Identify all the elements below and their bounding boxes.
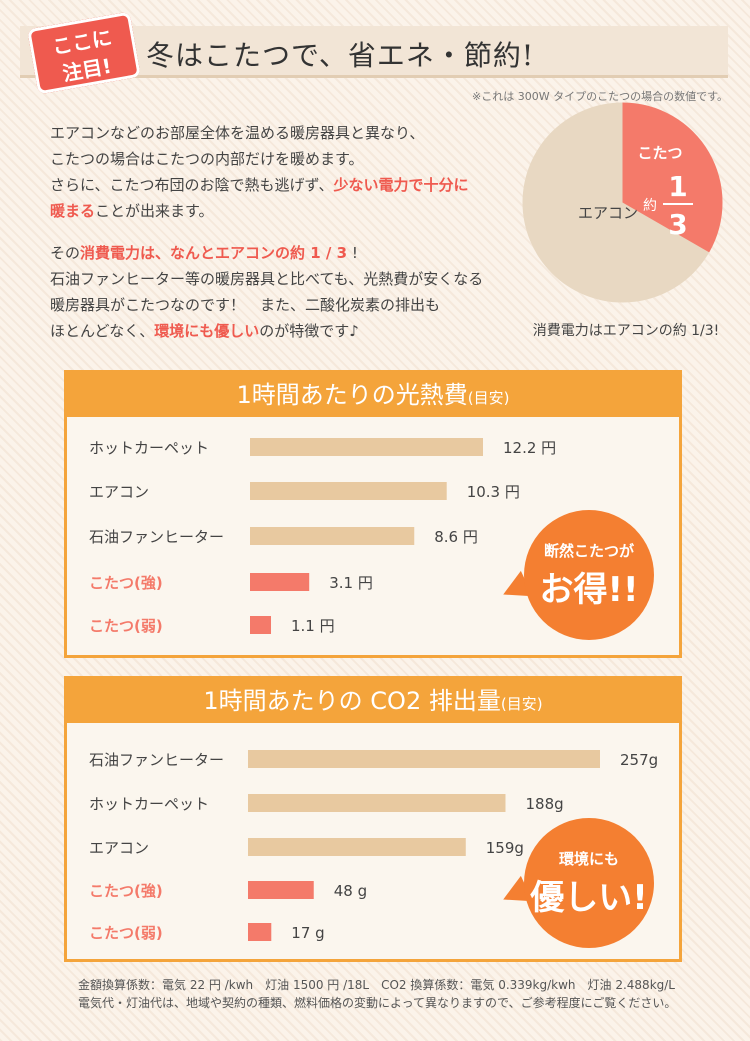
bar-value-label: 159g [486,839,524,857]
bar-category-label: こたつ(弱) [89,617,163,635]
pie-base-label: エアコン [578,204,638,222]
bar-value-label: 17 g [291,924,324,942]
bar-value-label: 1.1 円 [291,617,335,635]
intro-line: 暖まることが出来ます。 [50,198,469,224]
bar-value-label: 3.1 円 [329,574,373,592]
bar [248,881,314,899]
co2-bar-chart: 石油ファンヒーター 257g ホットカーペット 188g エアコン 159g こたつ(強) 4… [89,750,658,942]
bar-category-label: 石油ファンヒーター [89,528,224,546]
bar-category-label: エアコン [89,839,149,857]
bar-category-label: エアコン [89,483,149,501]
footer-line1: 金額換算係数：電気 22 円 /kwh 灯油 1500 円 /18L CO2 換… [78,978,675,992]
intro-paragraph-2: その消費電力は、なんとエアコンの約 1 / 3 ! 石油ファンヒーター等の暖房器… [50,240,483,344]
bar [250,438,483,456]
bar-category-label: 石油ファンヒーター [89,751,224,769]
co2-chart-subtitle: (目安) [500,695,543,713]
bar-value-label: 257g [620,751,658,769]
intro-line: さらに、こたつ布団のお陰で熱も逃げず、少ない電力で十分に [50,172,469,198]
intro-line: 暖房器具がこたつなのです！ また、二酸化炭素の排出も [50,296,441,314]
intro-paragraph-1: エアコンなどのお部屋全体を温める暖房器具と異なり、 こたつの場合はこたつの内部だ… [50,120,469,224]
intro-text: ことが出来ます。 [95,202,214,220]
bar-category-label: こたつ(強) [89,574,163,592]
bar-value-label: 48 g [334,882,367,900]
bar [250,482,447,500]
highlight-text: 消費電力は、なんとエアコンの約 1 / 3 [80,244,348,262]
pie-numerator: 1 [668,170,687,203]
bar-value-label: 188g [525,795,563,813]
footer-line2: 電気代・灯油代は、地域や契約の種類、燃料価格の変動によって異なりますので、ご参考… [78,996,677,1010]
deal-callout-line1: 断然こたつが [543,542,634,560]
cost-chart-header: 1時間あたりの光熱費(目安) [67,373,679,417]
intro-line: その消費電力は、なんとエアコンの約 1 / 3 ! [50,240,483,266]
eco-callout: 環境にも 優しい! [524,818,654,948]
pie-slice-kotatsu [622,102,723,253]
bar [248,923,272,941]
bar [248,750,600,768]
highlight-text: 暖まる [50,202,96,220]
footer-notes: 金額換算係数：電気 22 円 /kwh 灯油 1500 円 /18L CO2 換… [78,976,676,1012]
cost-chart-subtitle: (目安) [467,389,510,407]
eco-callout-line1: 環境にも [558,850,619,868]
pie-svg: エアコン こたつ 約 1 3 [522,102,723,303]
intro-text: さらに、こたつ布団のお陰で熱も逃げず、 [50,176,334,194]
pie-caption: 消費電力はエアコンの約 1/3! [532,323,720,339]
intro-text: のが特徴です♪ [259,322,359,340]
bar [248,794,506,812]
attention-badge: ここに 注目! [27,11,141,95]
cost-chart-title: 1時間あたりの光熱費 [236,381,468,409]
power-pie-chart: エアコン こたつ 約 1 3 [520,100,725,305]
bar-value-label: 10.3 円 [467,483,520,501]
bar [250,573,310,591]
co2-chart-header: 1時間あたりの CO2 排出量(目安) [67,679,679,723]
intro-line: ほとんどなく、環境にも優しいのが特徴です♪ [50,318,483,344]
intro-line: こたつの場合はこたつの内部だけを暖めます。 [50,150,364,168]
bar-category-label: こたつ(強) [89,882,163,900]
bar-category-label: ホットカーペット [89,795,209,813]
pie-denominator: 3 [668,208,687,241]
intro-text: その [50,244,81,262]
bar-value-label: 8.6 円 [434,528,478,546]
page-title: 冬はこたつで、省エネ・節約! [146,39,535,72]
highlight-text: 少ない電力で十分に [333,176,469,194]
bar-category-label: こたつ(弱) [89,924,163,942]
bar [250,527,415,545]
bar [250,616,272,634]
intro-line: エアコンなどのお部屋全体を温める暖房器具と異なり、 [50,124,425,142]
deal-callout-line2: お得!! [539,570,639,610]
pie-slice-label: こたつ [637,144,682,162]
highlight-text: 環境にも優しい [154,322,260,340]
bar [248,838,466,856]
intro-text: ! [347,244,358,262]
bar-value-label: 12.2 円 [503,439,556,457]
intro-line: 石油ファンヒーター等の暖房器具と比べても、光熱費が安くなる [50,270,484,288]
pie-approx-label: 約 [643,198,657,214]
co2-chart-title: 1時間あたりの CO2 排出量 [203,687,501,715]
intro-text: ほとんどなく、 [50,322,155,340]
eco-callout-line2: 優しい! [530,878,648,918]
header-note: ※これは 300W タイプのこたつの場合の数値です。 [472,90,728,103]
deal-callout: 断然こたつが お得!! [524,510,654,640]
bar-category-label: ホットカーペット [89,439,209,457]
